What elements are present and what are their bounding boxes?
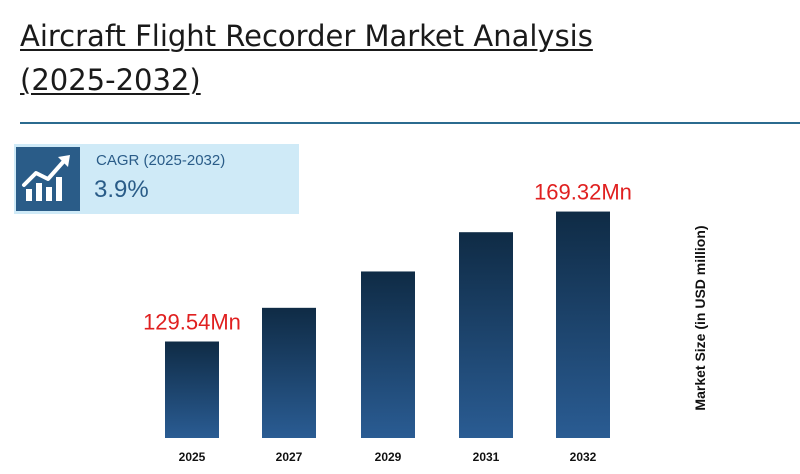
x-tick-label: 2031 bbox=[473, 450, 500, 464]
title-line-1: Aircraft Flight Recorder Market Analysis bbox=[20, 19, 593, 53]
header-divider bbox=[20, 122, 800, 124]
growth-chart-icon bbox=[16, 147, 80, 211]
x-tick-label: 2029 bbox=[375, 450, 402, 464]
title-line-2: (2025-2032) bbox=[20, 63, 201, 97]
data-label: 169.32Mn bbox=[534, 180, 632, 205]
bar-2031 bbox=[459, 232, 513, 438]
page-title: Aircraft Flight Recorder Market Analysis… bbox=[20, 14, 660, 102]
x-tick-label: 2027 bbox=[276, 450, 303, 464]
x-tick-label: 2025 bbox=[179, 450, 206, 464]
x-tick-label: 2032 bbox=[570, 450, 597, 464]
y-axis-title: Market Size (in USD million) bbox=[692, 225, 708, 411]
cagr-label: CAGR (2025-2032) bbox=[96, 152, 226, 169]
cagr-value: 3.9% bbox=[94, 176, 149, 203]
cagr-panel: CAGR (2025-2032) 3.9% bbox=[14, 144, 299, 214]
bar-2027 bbox=[262, 307, 316, 438]
bar-2029 bbox=[361, 271, 415, 438]
data-label: 129.54Mn bbox=[143, 310, 241, 335]
bar-2025 bbox=[165, 341, 219, 438]
bar-2032 bbox=[556, 211, 610, 438]
